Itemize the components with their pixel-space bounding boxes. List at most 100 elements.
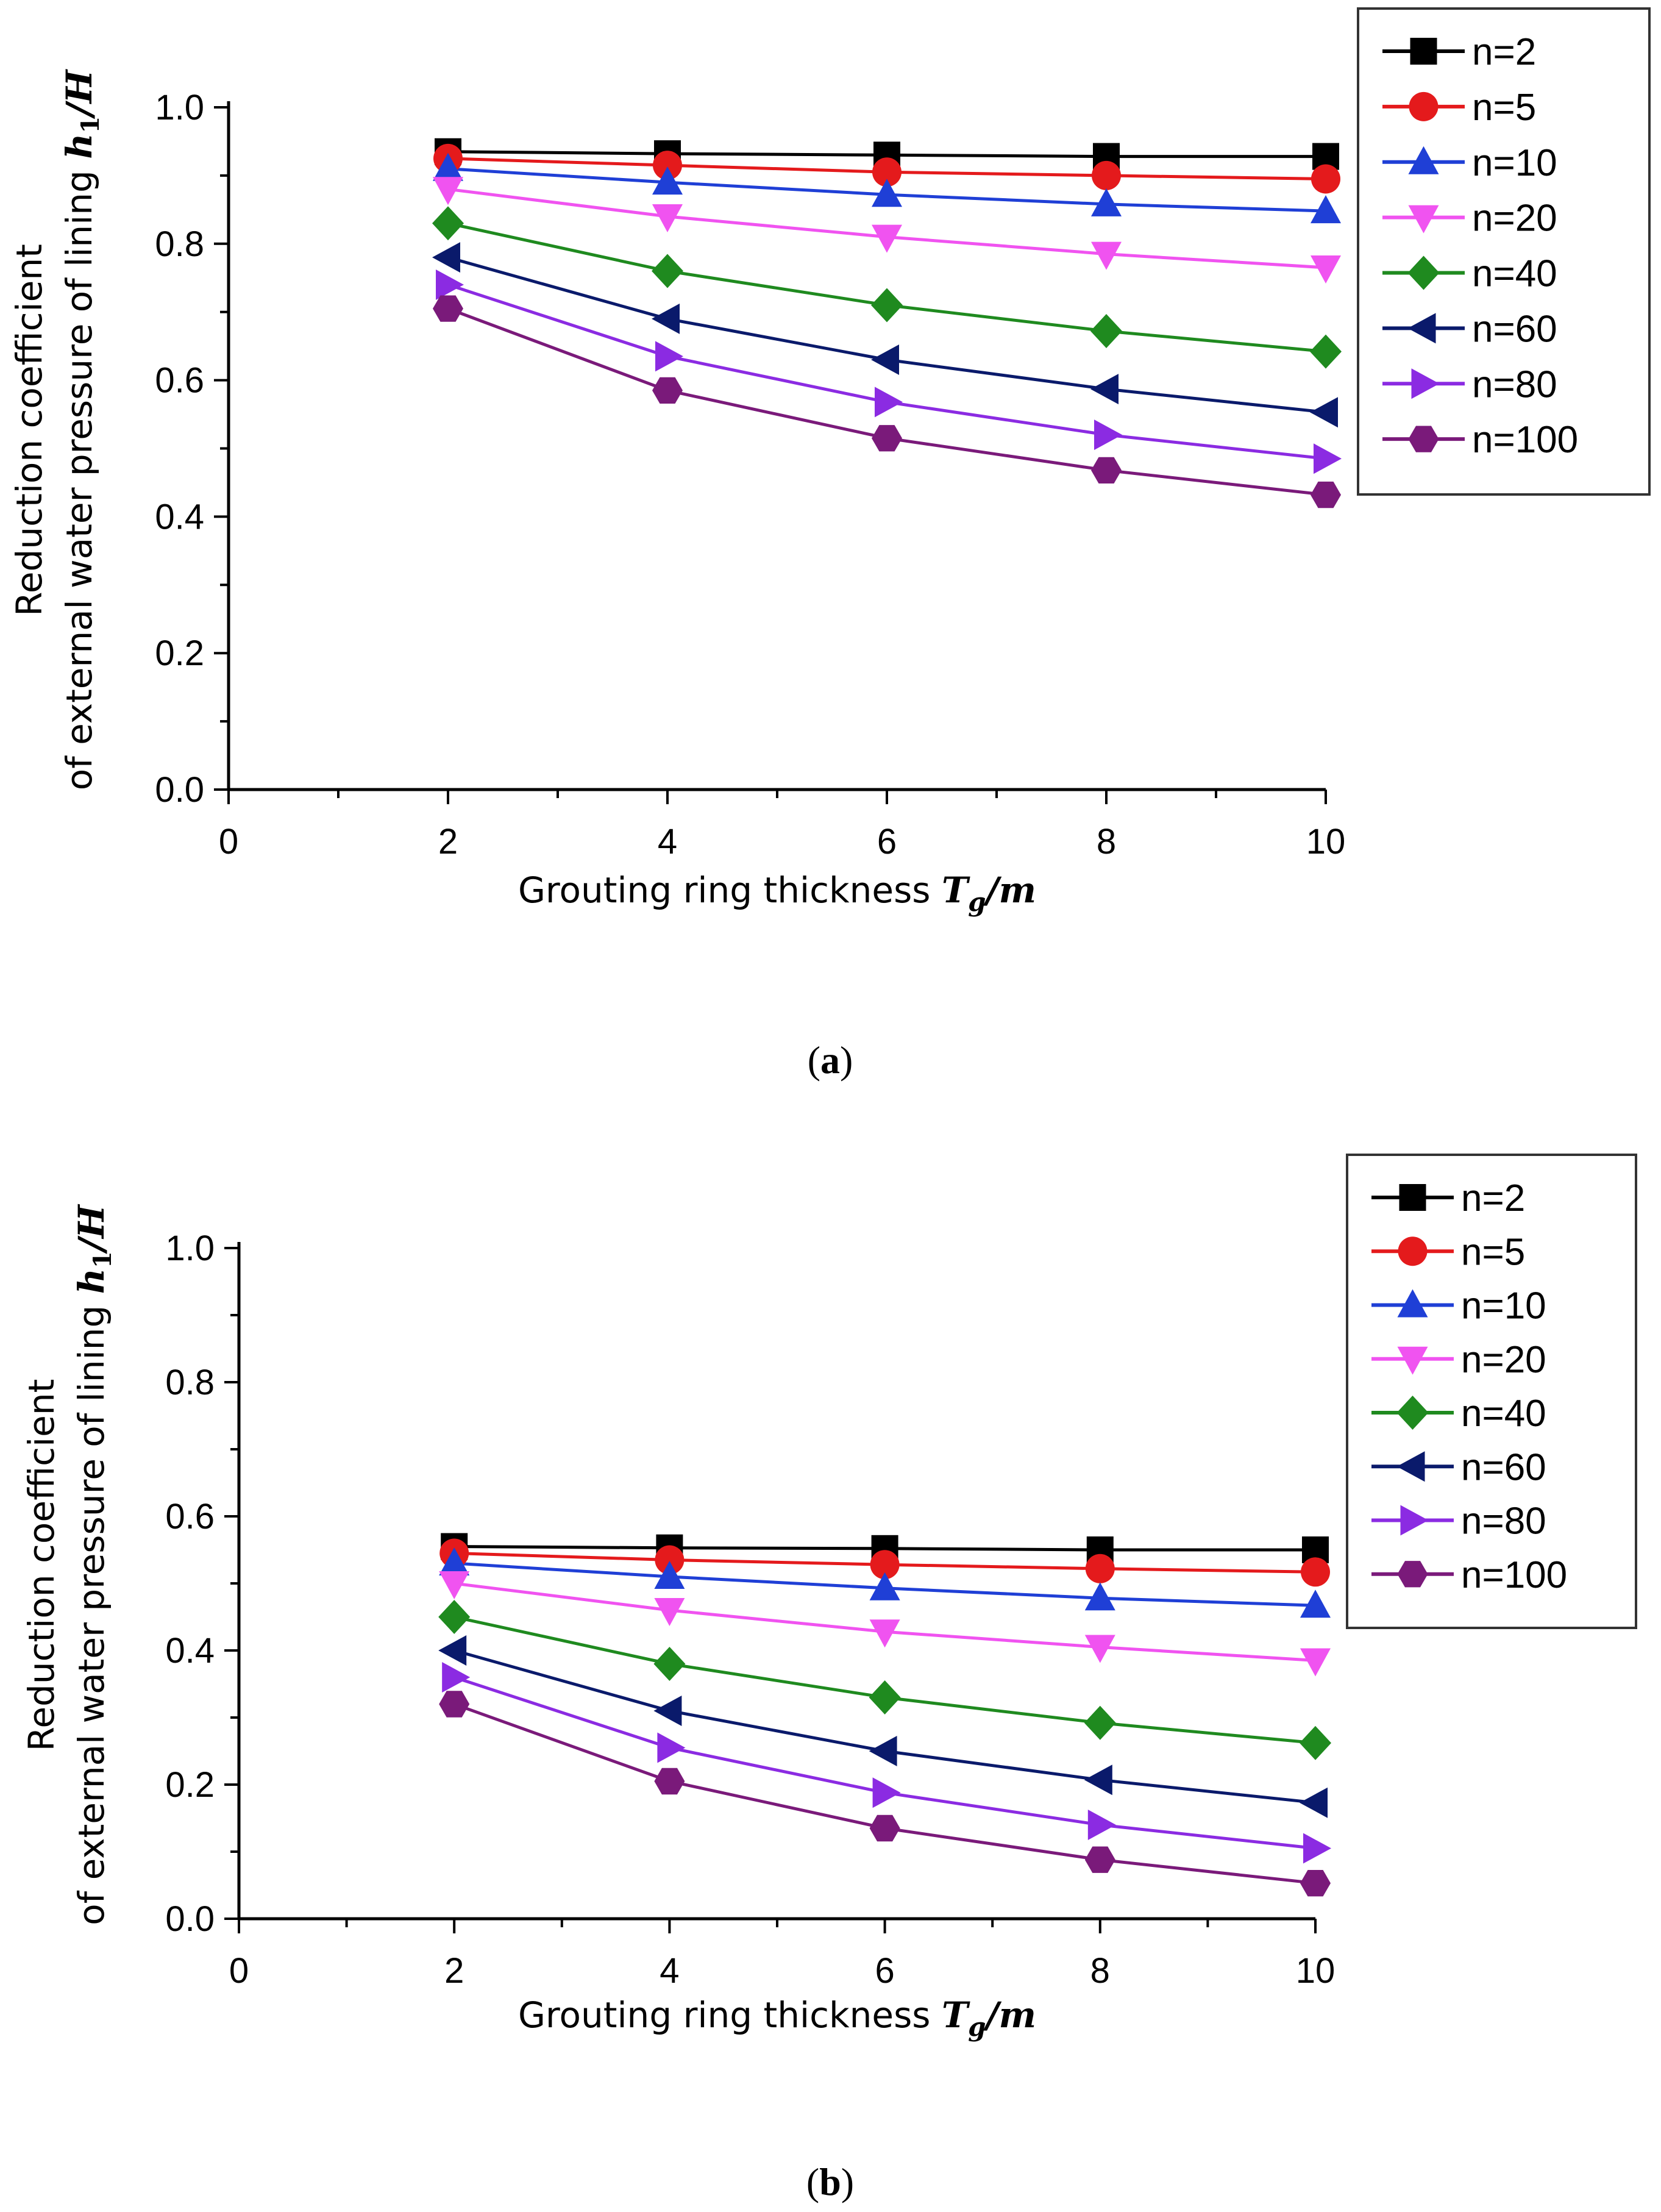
- data-point-n=10: [654, 1561, 685, 1589]
- series-line-n=60: [447, 255, 1326, 414]
- data-point-n=20: [1311, 255, 1341, 284]
- legend-label-n=60: n=60: [1472, 308, 1557, 350]
- data-point-n=40: [652, 254, 683, 288]
- data-point-n=10: [872, 179, 902, 207]
- y-tick-label: 0.8: [165, 1363, 215, 1402]
- data-point-n=5: [872, 157, 902, 187]
- x-axis-label-unit: /m: [983, 869, 1037, 911]
- data-point-n=10: [869, 1572, 900, 1600]
- data-point-n=20: [652, 204, 683, 233]
- legend-marker-n=10: [1408, 146, 1439, 174]
- data-point-n=60: [1310, 397, 1338, 428]
- legend-label-n=2: n=2: [1461, 1177, 1525, 1219]
- legend-marker-n=60: [1396, 1451, 1425, 1482]
- x-axis-label: Grouting ring thickness Tg/m: [518, 869, 1036, 917]
- data-point-n=10: [1084, 1582, 1115, 1611]
- x-tick-label: 6: [875, 1951, 894, 1991]
- legend-label-n=40: n=40: [1472, 253, 1557, 295]
- y-tick-label: 0.2: [155, 633, 204, 673]
- data-point-n=5: [653, 151, 682, 180]
- y-axis-label-line2: of external water pressure of lining h1/…: [59, 69, 105, 791]
- chart-panel-b: 0 2 4 6 8 100.00.20.40.60.81.0n=2n=5n=10n=20n…: [21, 1154, 1637, 2203]
- data-point-n=20: [1091, 241, 1122, 270]
- data-point-n=10: [1311, 195, 1341, 224]
- x-axis-label: Grouting ring thickness Tg/m: [518, 1994, 1036, 2042]
- legend-label-n=5: n=5: [1472, 87, 1536, 129]
- data-point-n=10: [1300, 1589, 1331, 1618]
- chart-panel-a: 0 2 4 6 8 100.00.20.40.60.81.0n=2n=5n=10n=20n…: [9, 7, 1651, 1082]
- x-axis-label-var: T: [942, 1994, 970, 2036]
- x-tick-label: 4: [660, 1951, 679, 1991]
- data-point-n=60: [1084, 1764, 1112, 1796]
- data-point-n=40: [438, 1600, 471, 1634]
- data-point-n=80: [1314, 443, 1342, 474]
- legend-label-n=60: n=60: [1461, 1446, 1546, 1488]
- legend-marker-n=5: [1409, 91, 1439, 121]
- y-tick-label: 0.6: [155, 361, 204, 401]
- x-tick-label: 0: [219, 822, 238, 862]
- legend-box: [1357, 7, 1651, 496]
- x-tick-label: 2: [444, 1951, 464, 1991]
- data-point-n=100: [1091, 457, 1122, 483]
- legend-label-n=5: n=5: [1461, 1231, 1525, 1273]
- y-axis-label-text: of external water pressure of lining: [59, 159, 100, 791]
- legend-marker-n=60: [1407, 313, 1436, 344]
- data-point-n=100: [1311, 481, 1341, 508]
- x-axis-label-sub: g: [968, 887, 986, 917]
- data-point-n=80: [655, 341, 683, 372]
- y-axis-label-sub: 1: [88, 1251, 117, 1268]
- panel-caption: (b): [806, 2160, 854, 2203]
- legend: n=2 n=5 n=10 n=20 n=40 n=60 n=80 n=100: [1357, 7, 1651, 496]
- x-tick-label: 4: [658, 822, 677, 862]
- y-tick-label: 1.0: [155, 88, 204, 127]
- legend-label-n=40: n=40: [1461, 1393, 1546, 1435]
- y-tick-label: 0.6: [165, 1497, 215, 1536]
- series-line-n=60: [453, 1649, 1316, 1805]
- y-axis-label-unit: /H: [59, 69, 100, 120]
- x-tick-label: 10: [1296, 1951, 1336, 1991]
- y-axis-label-unit: /H: [71, 1204, 112, 1254]
- data-point-n=10: [433, 152, 463, 181]
- data-point-n=20: [654, 1598, 685, 1626]
- legend-box: [1346, 1154, 1637, 1629]
- legend-label-n=80: n=80: [1472, 363, 1557, 405]
- legend-label-n=100: n=100: [1472, 419, 1578, 461]
- y-tick-label: 0.8: [155, 224, 204, 264]
- data-point-n=10: [439, 1547, 470, 1575]
- data-point-n=100: [439, 1691, 470, 1718]
- legend-marker-n=2: [1399, 1184, 1426, 1211]
- x-tick-label: 8: [1097, 822, 1116, 862]
- y-axis-label-sub: 1: [76, 116, 105, 134]
- legend-marker-n=40: [1396, 1396, 1429, 1430]
- y-axis-label-var: h: [71, 1268, 112, 1294]
- data-point-n=60: [1090, 374, 1119, 405]
- y-tick-label: 0.0: [165, 1899, 215, 1939]
- data-point-n=20: [439, 1571, 470, 1599]
- legend-marker-n=5: [1398, 1236, 1428, 1266]
- data-point-n=80: [875, 387, 903, 418]
- x-axis-label-text: Grouting ring thickness: [518, 1994, 942, 2036]
- y-tick-label: 0.4: [165, 1631, 215, 1671]
- data-point-n=100: [869, 1814, 900, 1842]
- y-tick-label: 0.2: [165, 1765, 215, 1805]
- data-point-n=40: [1090, 314, 1122, 349]
- data-point-n=80: [1087, 1810, 1116, 1840]
- data-point-n=80: [442, 1662, 471, 1693]
- data-point-n=80: [657, 1732, 686, 1763]
- y-axis-label-line1: Reduction coefficient: [21, 1379, 62, 1752]
- y-axis-label-text: of external water pressure of lining: [71, 1294, 112, 1925]
- data-point-n=80: [1094, 419, 1122, 451]
- data-point-n=80: [436, 269, 464, 300]
- panel-label: b: [819, 2160, 841, 2203]
- data-point-n=20: [433, 177, 463, 205]
- data-point-n=40: [1310, 334, 1342, 369]
- x-axis-label-unit: /m: [983, 1994, 1037, 2036]
- data-point-n=100: [872, 425, 902, 452]
- data-point-n=40: [871, 288, 903, 323]
- legend-label-n=20: n=20: [1472, 198, 1557, 240]
- data-point-n=10: [652, 166, 683, 195]
- data-point-n=60: [438, 1635, 467, 1666]
- data-point-n=20: [1084, 1635, 1115, 1663]
- legend-marker-n=20: [1397, 1346, 1428, 1375]
